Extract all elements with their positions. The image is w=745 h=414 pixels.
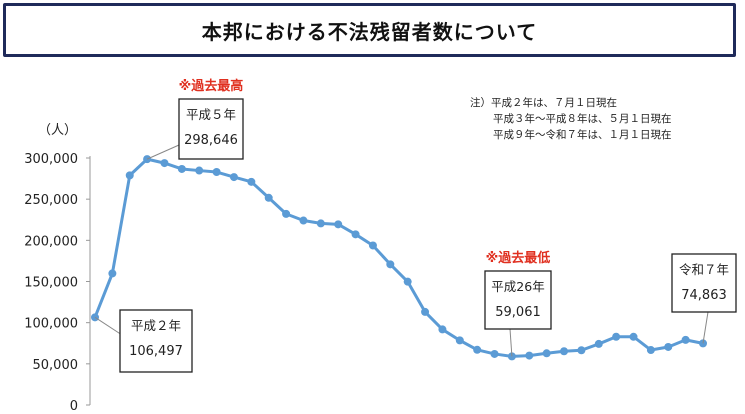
- data-point: [507, 352, 516, 361]
- annotation-value-label: 298,646: [184, 133, 238, 148]
- data-point: [560, 347, 569, 356]
- data-point: [629, 332, 638, 341]
- y-tick-label: 200,000: [24, 234, 78, 249]
- annotation-leader: [146, 144, 180, 160]
- data-point: [577, 346, 586, 355]
- data-point: [664, 342, 673, 351]
- data-point: [108, 269, 117, 278]
- y-axis-unit-label: （人）: [38, 123, 77, 138]
- annotation-leader: [509, 328, 513, 357]
- notes-block: 注）平成２年は、７月１日現在 平成３年～平成８年は、５月１日現在 平成９年～令和…: [470, 95, 672, 143]
- data-point: [681, 335, 690, 344]
- y-tick-label: 250,000: [24, 193, 78, 208]
- annotation-year-label: 平成26年: [491, 279, 544, 294]
- annotation-highlight-tag: ※過去最低: [486, 250, 551, 266]
- y-tick-label: 50,000: [33, 358, 79, 373]
- data-point: [421, 307, 430, 316]
- data-point: [438, 325, 447, 334]
- data-point: [125, 171, 134, 180]
- y-tick-label: 300,000: [24, 152, 78, 167]
- annotation-year-label: 平成５年: [186, 107, 236, 122]
- annotation-leader: [94, 316, 123, 336]
- data-point: [351, 230, 360, 239]
- annotation-value-label: 59,061: [495, 305, 541, 320]
- data-point: [386, 260, 395, 269]
- annotation-leader: [702, 311, 709, 344]
- data-point: [334, 220, 343, 229]
- data-point: [212, 168, 221, 177]
- data-point: [282, 209, 291, 218]
- data-point: [490, 349, 499, 358]
- annotation-value-label: 74,863: [681, 288, 727, 303]
- data-point: [247, 177, 256, 186]
- data-point: [229, 173, 238, 182]
- data-point: [368, 241, 377, 250]
- data-point: [316, 219, 325, 228]
- data-point: [646, 346, 655, 355]
- data-point: [473, 345, 482, 354]
- data-point: [299, 216, 308, 225]
- page-title: 本邦における不法残留者数について: [201, 19, 538, 44]
- note-line-2: 平成３年～平成８年は、５月１日現在: [493, 113, 672, 125]
- data-point: [542, 349, 551, 358]
- annotation-year-label: 平成２年: [131, 318, 181, 333]
- data-point: [403, 277, 412, 286]
- data-point: [612, 332, 621, 341]
- data-point: [525, 351, 534, 360]
- annotation-box: [178, 98, 244, 160]
- data-point: [160, 159, 169, 168]
- title-box: 本邦における不法残留者数について: [3, 3, 736, 57]
- annotation-value-label: 106,497: [129, 344, 183, 359]
- y-tick-label: 0: [70, 399, 78, 414]
- note-line-3: 平成９年～令和７年は、１月１日現在: [493, 129, 672, 141]
- data-point: [594, 339, 603, 348]
- data-point: [455, 336, 464, 345]
- y-tick-label: 150,000: [24, 276, 78, 291]
- annotation-box: [484, 270, 552, 330]
- note-line-1: 注）平成２年は、７月１日現在: [470, 97, 617, 109]
- annotation-year-label: 令和７年: [679, 262, 729, 277]
- annotation-box: [671, 253, 737, 313]
- data-point: [177, 164, 186, 173]
- y-tick-label: 100,000: [24, 317, 78, 332]
- data-point: [195, 166, 204, 175]
- annotation-box: [119, 309, 193, 373]
- annotation-highlight-tag: ※過去最高: [179, 78, 244, 94]
- data-point: [264, 193, 273, 202]
